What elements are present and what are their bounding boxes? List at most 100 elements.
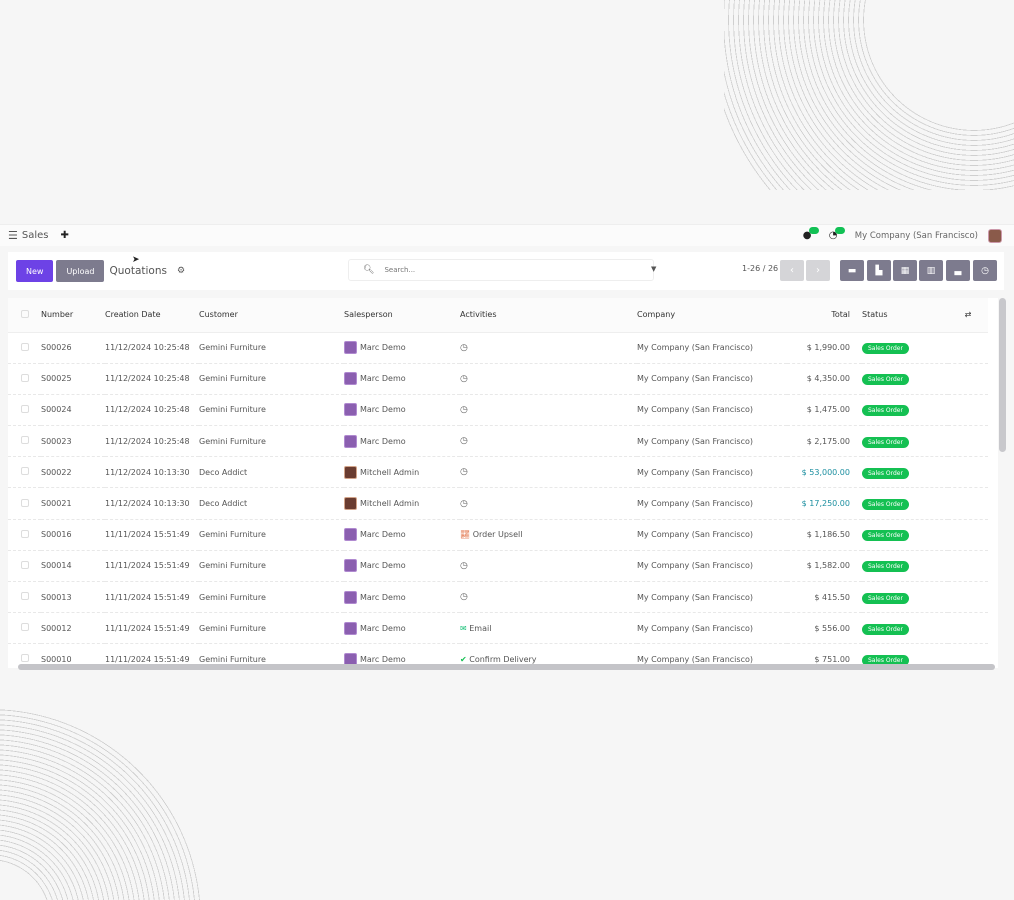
avatar — [344, 465, 357, 479]
cell-number: S00025 — [41, 363, 105, 395]
gear-icon[interactable]: ⚙ — [176, 266, 186, 276]
menu-icon[interactable]: ☰ — [8, 229, 18, 242]
search-options-caret-icon[interactable]: ▼ — [651, 265, 657, 273]
cell-activities[interactable]: ◷ — [460, 332, 637, 364]
optional-columns-toggle-icon[interactable]: ⇄ — [948, 298, 988, 333]
horizontal-scrollbar[interactable] — [18, 664, 995, 670]
table-row[interactable]: S00024 11/12/2024 10:25:48 Gemini Furnit… — [8, 394, 988, 427]
activity-clock-icon[interactable]: ◷ — [460, 560, 468, 571]
col-customer[interactable]: Customer — [199, 298, 344, 333]
cell-salesperson: Marc Demo — [344, 581, 460, 614]
plus-icon[interactable]: ✚ — [60, 230, 69, 241]
table-row[interactable]: S00016 11/11/2024 15:51:49 Gemini Furnit… — [8, 519, 988, 551]
table-row[interactable]: S00022 11/12/2024 10:13:30 Deco Addict M… — [8, 456, 988, 489]
status-badge: Sales Order — [862, 530, 909, 542]
cell-company: My Company (San Francisco) — [637, 487, 787, 520]
col-number[interactable]: Number — [41, 298, 105, 333]
cell-status: Sales Order — [862, 581, 948, 614]
pager-next-button[interactable]: › — [806, 260, 830, 281]
row-checkbox[interactable] — [21, 436, 29, 445]
row-checkbox[interactable] — [21, 373, 29, 382]
table-row[interactable]: S00026 11/12/2024 10:25:48 Gemini Furnit… — [8, 332, 988, 364]
salesperson-name: Marc Demo — [360, 343, 406, 353]
cell-activities[interactable]: 📈︎ Order Upsell — [460, 519, 637, 551]
activity-clock-icon[interactable]: ◷ — [460, 404, 468, 415]
pager-prev-button[interactable]: ‹ — [780, 260, 804, 281]
envelope-icon[interactable]: ✉ — [460, 623, 467, 633]
row-checkbox[interactable] — [21, 498, 29, 507]
activity-clock-icon[interactable]: ◔ — [829, 227, 845, 241]
cell-activities[interactable]: ✔ Confirm Delivery — [460, 643, 637, 668]
cell-company: My Company (San Francisco) — [637, 612, 787, 645]
search-input[interactable] — [384, 266, 635, 274]
activity-clock-icon[interactable]: ◷ — [460, 373, 468, 384]
cell-activities[interactable]: ✉ Email — [460, 612, 637, 645]
view-pivot-button[interactable]: ▥ — [919, 260, 943, 281]
table-row[interactable]: S00013 11/11/2024 15:51:49 Gemini Furnit… — [8, 581, 988, 614]
view-calendar-button[interactable]: ▦ — [893, 260, 917, 281]
table-row[interactable]: S00014 11/11/2024 15:51:49 Gemini Furnit… — [8, 550, 988, 583]
cell-status: Sales Order — [862, 332, 948, 364]
vertical-scrollbar[interactable] — [999, 298, 1006, 452]
cell-activities[interactable]: ◷ — [460, 456, 637, 489]
decorative-arcs-bottom-left — [0, 690, 210, 900]
col-activities[interactable]: Activities — [460, 298, 637, 333]
cell-customer: Gemini Furniture — [199, 550, 344, 583]
salesperson-name: Marc Demo — [360, 654, 406, 664]
upload-button[interactable]: Upload — [56, 260, 105, 282]
cell-total: $ 53,000.00 — [787, 456, 862, 489]
view-kanban-button[interactable]: ▙ — [867, 260, 891, 281]
row-checkbox[interactable] — [21, 592, 29, 601]
activity-clock-icon[interactable]: ◷ — [460, 342, 468, 353]
table-row[interactable]: S00021 11/12/2024 10:13:30 Deco Addict M… — [8, 487, 988, 520]
view-graph-button[interactable]: ▃ — [946, 260, 970, 281]
row-checkbox[interactable] — [21, 654, 29, 663]
cell-total: $ 2,175.00 — [787, 425, 862, 458]
cell-date: 11/12/2024 10:25:48 — [105, 394, 199, 427]
app-name[interactable]: Sales — [21, 230, 49, 241]
row-checkbox[interactable] — [21, 467, 29, 476]
company-switcher[interactable]: My Company (San Francisco) — [854, 230, 978, 241]
cell-total: $ 4,350.00 — [787, 363, 862, 395]
cell-activities[interactable]: ◷ — [460, 487, 637, 520]
table-row[interactable]: S00025 11/12/2024 10:25:48 Gemini Furnit… — [8, 363, 988, 395]
cell-status: Sales Order — [862, 363, 948, 395]
new-button[interactable]: New — [16, 260, 54, 282]
activity-clock-icon[interactable]: ◷ — [460, 592, 468, 603]
activity-clock-icon[interactable]: ◷ — [460, 498, 468, 509]
check-icon[interactable]: ✔ — [460, 654, 467, 664]
cell-salesperson: Marc Demo — [344, 612, 460, 645]
col-salesperson[interactable]: Salesperson — [344, 298, 460, 333]
view-activity-button[interactable]: ◷ — [973, 260, 997, 281]
row-checkbox[interactable] — [21, 342, 29, 351]
table-row[interactable]: S00010 11/11/2024 15:51:49 Gemini Furnit… — [8, 643, 988, 668]
view-list-button[interactable]: ▬ — [840, 260, 864, 281]
col-total[interactable]: Total — [787, 298, 862, 333]
user-avatar[interactable] — [988, 228, 1002, 243]
cell-activities[interactable]: ◷ — [460, 425, 637, 458]
cell-activities[interactable]: ◷ — [460, 394, 637, 427]
cell-customer: Gemini Furniture — [199, 332, 344, 364]
col-company[interactable]: Company — [637, 298, 787, 333]
col-creation-date[interactable]: Creation Date — [105, 298, 199, 333]
pager-value[interactable]: 1-26 / 26 — [742, 264, 779, 273]
activity-label: Order Upsell — [472, 530, 523, 540]
cell-total: $ 1,990.00 — [787, 332, 862, 364]
cell-activities[interactable]: ◷ — [460, 550, 637, 583]
table-row[interactable]: S00023 11/12/2024 10:25:48 Gemini Furnit… — [8, 425, 988, 458]
col-status[interactable]: Status — [862, 298, 948, 333]
chart-line-icon[interactable]: 📈︎ — [460, 530, 471, 540]
select-all-checkbox[interactable] — [21, 309, 29, 318]
table-row[interactable]: S00012 11/11/2024 15:51:49 Gemini Furnit… — [8, 612, 988, 645]
cell-activities[interactable]: ◷ — [460, 581, 637, 614]
activity-clock-icon[interactable]: ◷ — [460, 436, 468, 447]
row-checkbox[interactable] — [21, 560, 29, 569]
row-checkbox[interactable] — [21, 404, 29, 413]
activity-clock-icon[interactable]: ◷ — [460, 467, 468, 478]
chat-icon[interactable]: ● — [803, 227, 819, 241]
cell-date: 11/11/2024 15:51:49 — [105, 519, 199, 551]
row-checkbox[interactable] — [21, 529, 29, 538]
cell-activities[interactable]: ◷ — [460, 363, 637, 395]
status-badge: Sales Order — [862, 499, 909, 511]
row-checkbox[interactable] — [21, 623, 29, 632]
